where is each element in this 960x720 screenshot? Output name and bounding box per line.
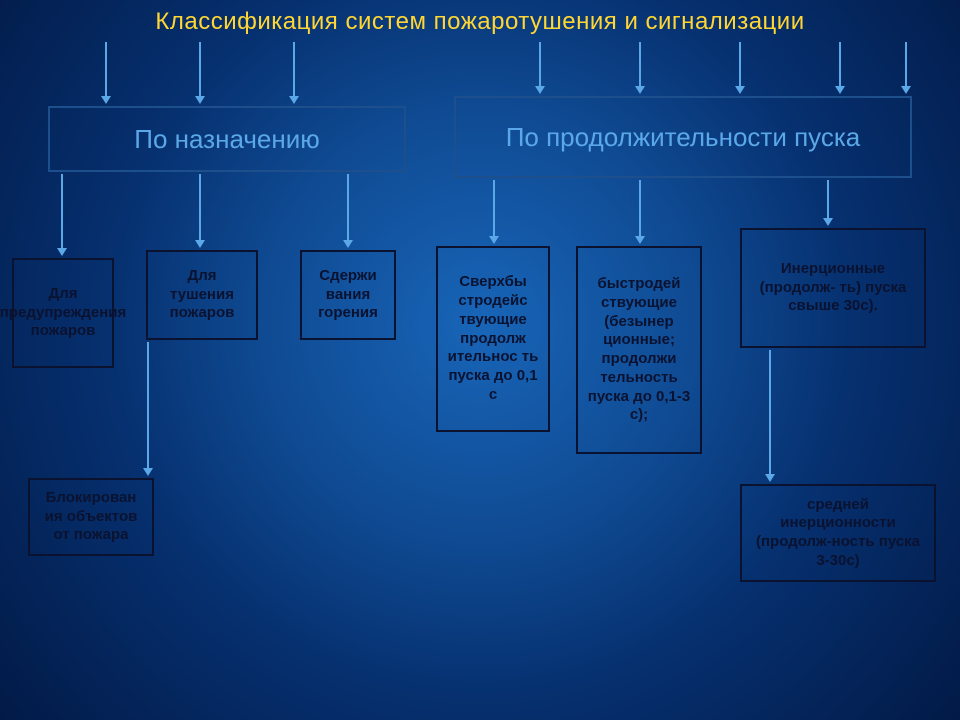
node-extinguish: Для тушения пожаров <box>146 250 258 340</box>
node-fast: быстродей ствующие (безынер ционные; про… <box>576 246 702 454</box>
diagram-title: Классификация систем пожаротушения и сиг… <box>0 8 960 36</box>
node-ultra-label: Сверхбы стродейс твующие продолж ительно… <box>444 273 542 404</box>
node-extinguish-label: Для тушения пожаров <box>154 267 250 323</box>
node-medium-inertia: средней инерционности (продолж-ность пус… <box>740 484 936 582</box>
category-purpose: По назначению <box>48 106 406 172</box>
diagram-stage: Классификация систем пожаротушения и сиг… <box>0 0 960 720</box>
node-prevent-label: Для предупреждения пожаров <box>0 285 126 341</box>
node-fast-label: быстродей ствующие (безынер ционные; про… <box>584 275 694 425</box>
node-medium-label: средней инерционности (продолж-ность пус… <box>748 496 928 571</box>
node-contain: Сдержи вания горения <box>300 250 396 340</box>
node-contain-label: Сдержи вания горения <box>308 267 388 323</box>
node-ultra-fast: Сверхбы стродейс твующие продолж ительно… <box>436 246 550 432</box>
category-duration: По продолжительности пуска <box>454 96 912 178</box>
node-block: Блокирован ия объектов от пожара <box>28 478 154 556</box>
category-duration-label: По продолжительности пуска <box>506 121 861 154</box>
node-inertial: Инерционные (продолж- ть) пуска свыше 30… <box>740 228 926 348</box>
node-block-label: Блокирован ия объектов от пожара <box>36 489 146 545</box>
category-purpose-label: По назначению <box>134 123 319 156</box>
node-prevent: Для предупреждения пожаров <box>12 258 114 368</box>
node-inertial-label: Инерционные (продолж- ть) пуска свыше 30… <box>748 260 918 316</box>
